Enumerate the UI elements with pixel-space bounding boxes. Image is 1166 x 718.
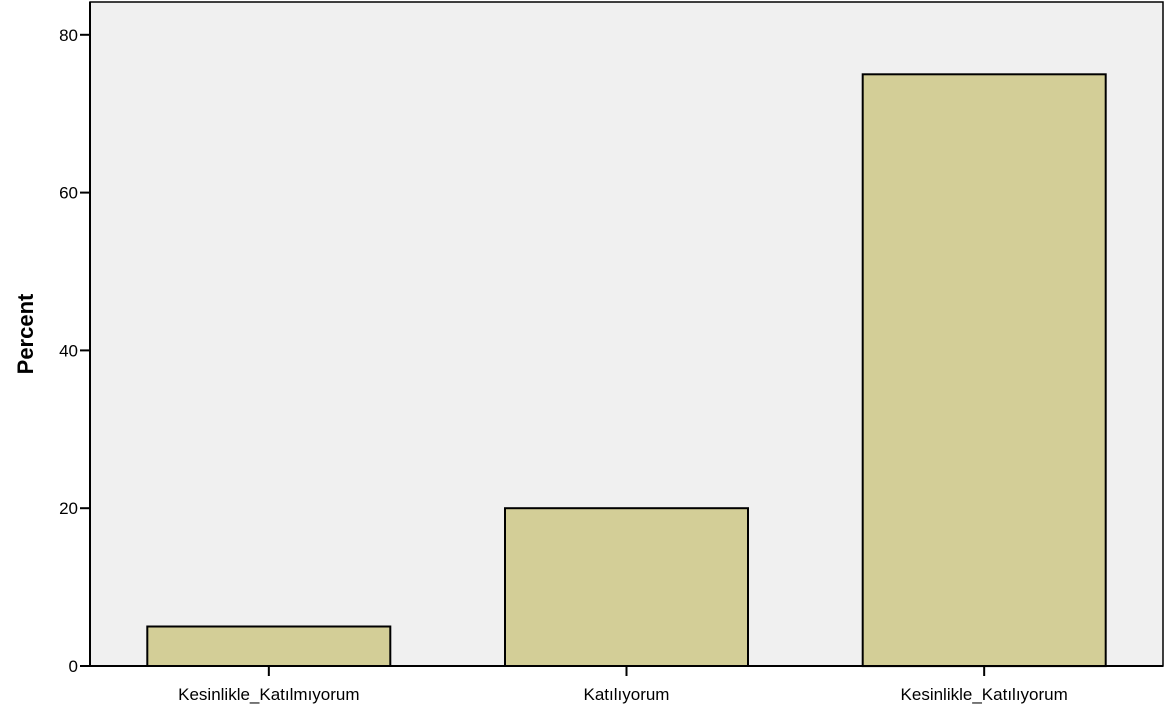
y-tick-label: 20 — [59, 499, 78, 518]
bars-layer — [146, 73, 1107, 668]
x-ticks: Kesinlikle_Katılmıyorum Katılıyorum Kesinl… — [178, 666, 1068, 704]
y-tick-label: 0 — [69, 657, 78, 676]
x-category-label: Katılıyorum — [584, 685, 670, 704]
y-tick-label: 40 — [59, 341, 78, 360]
x-category-label: Kesinlikle_Katılmıyorum — [178, 685, 359, 704]
bar-1 — [146, 625, 392, 667]
y-tick-label: 60 — [59, 184, 78, 203]
y-tick-label: 80 — [59, 26, 78, 45]
x-category-label: Kesinlikle_Katılıyorum — [901, 685, 1068, 704]
bar-2 — [504, 507, 749, 668]
y-axis-title: Percent — [13, 293, 38, 374]
y-ticks: 0 20 40 60 80 — [59, 26, 90, 676]
bar-3 — [861, 73, 1107, 668]
